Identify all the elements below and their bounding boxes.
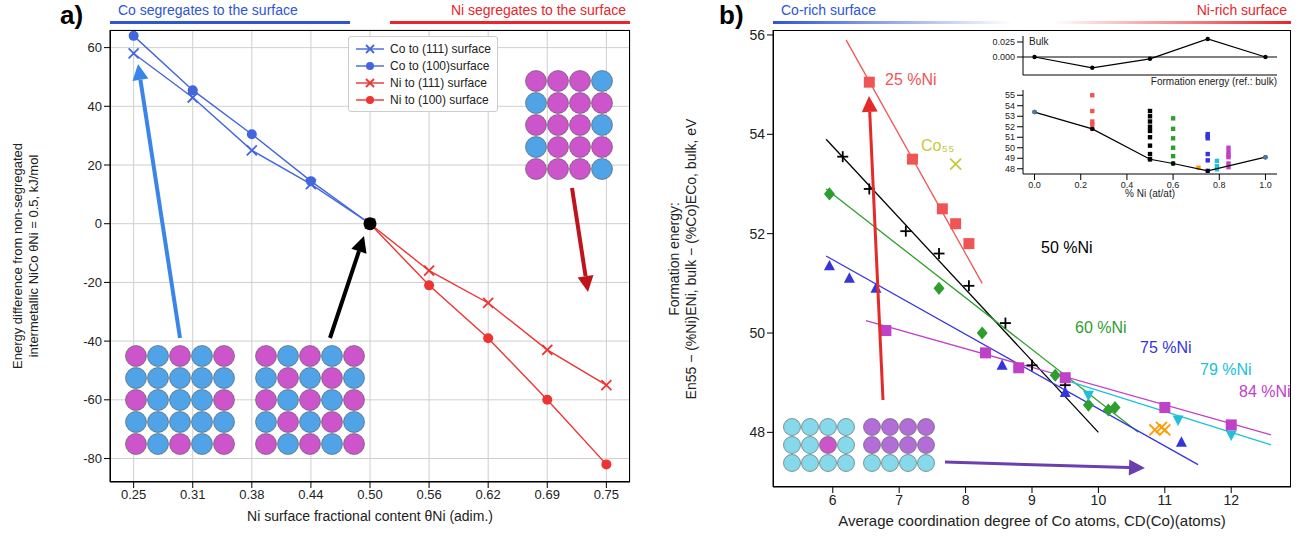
- html-text:a): a): [60, 0, 84, 30]
- svg-text:0.0: 0.0: [1028, 180, 1041, 190]
- svg-text:20: 20: [88, 158, 102, 173]
- svg-text:0.44: 0.44: [298, 487, 323, 502]
- svg-text:-40: -40: [83, 334, 102, 349]
- html-text:Ni segregates to the surface: Ni segregates to the surface: [450, 2, 626, 18]
- html-text:En55 − (%Ni)ENi, bulk − (%Co)E: En55 − (%Ni)ENi, bulk − (%Co)ECo, bulk, …: [683, 118, 699, 399]
- svg-text:-20: -20: [83, 275, 102, 290]
- svg-text:0.025: 0.025: [992, 37, 1015, 47]
- svg-text:56: 56: [749, 27, 765, 43]
- svg-text:0.000: 0.000: [992, 52, 1015, 62]
- html-text:Bulk: Bulk: [1029, 36, 1049, 47]
- svg-text:7: 7: [895, 492, 903, 508]
- html-text:Ni-rich surface: Ni-rich surface: [1196, 2, 1287, 18]
- svg-text:60: 60: [88, 40, 102, 55]
- html-text:Co to (100)surface: Co to (100)surface: [390, 58, 490, 73]
- svg-text:48: 48: [1005, 164, 1015, 174]
- svg-text:50: 50: [1005, 143, 1015, 153]
- svg-text:0.4: 0.4: [1120, 180, 1134, 191]
- html-text:Ni to (111) surface: Ni to (111) surface: [390, 75, 487, 90]
- svg-text:54: 54: [1005, 101, 1015, 111]
- svg-text:49: 49: [1005, 153, 1015, 163]
- svg-text:0.8: 0.8: [1213, 180, 1226, 190]
- html-text:intermetallic NiCo θNi = 0.5,: intermetallic NiCo θNi = 0.5, kJ/mol: [26, 154, 41, 358]
- html-text:79 %Ni: 79 %Ni: [1200, 361, 1252, 378]
- html-text:60 %Ni: 60 %Ni: [1075, 319, 1127, 336]
- html-text:Formation energy (ref.: bulk): Formation energy (ref.: bulk): [1150, 76, 1277, 87]
- svg-text:9: 9: [1028, 492, 1036, 508]
- html-text:b): b): [719, 0, 744, 30]
- html-text:% Ni (at/at): % Ni (at/at): [1125, 188, 1175, 199]
- svg-text:0.2: 0.2: [1074, 180, 1087, 190]
- svg-text:1.0: 1.0: [1259, 180, 1272, 190]
- svg-text:-60: -60: [83, 392, 102, 407]
- html-text:Average coordination degree of: Average coordination degree of Co atoms,…: [838, 512, 1226, 529]
- svg-text:0.31: 0.31: [180, 487, 205, 502]
- svg-text:53: 53: [1005, 111, 1015, 121]
- html-text:Co₅₅: Co₅₅: [921, 137, 955, 154]
- html-text:84 %Ni: 84 %Ni: [1239, 383, 1291, 400]
- svg-text:0.50: 0.50: [357, 487, 382, 502]
- svg-text:6: 6: [829, 492, 837, 508]
- html-text:Co-rich surface: Co-rich surface: [781, 2, 876, 18]
- svg-text:0.56: 0.56: [416, 487, 441, 502]
- html-text:Co segregates to the surface: Co segregates to the surface: [118, 2, 298, 18]
- svg-text:55: 55: [1005, 90, 1015, 100]
- html-text:75 %Ni: 75 %Ni: [1140, 339, 1192, 356]
- svg-text:51: 51: [1005, 132, 1015, 142]
- html-text:Ni surface fractional content: Ni surface fractional content θNi (adim.…: [247, 508, 493, 524]
- svg-text:0.38: 0.38: [239, 487, 264, 502]
- svg-text:0.62: 0.62: [476, 487, 501, 502]
- html-text:Co to (111) surface: Co to (111) surface: [390, 41, 491, 56]
- svg-text:-80: -80: [83, 451, 102, 466]
- svg-text:10: 10: [1091, 492, 1107, 508]
- svg-text:0: 0: [95, 216, 102, 231]
- svg-text:0.75: 0.75: [594, 487, 619, 502]
- svg-text:54: 54: [749, 126, 765, 142]
- svg-text:52: 52: [1005, 122, 1015, 132]
- html-text:Formation energy:: Formation energy:: [666, 201, 682, 316]
- svg-text:0.69: 0.69: [535, 487, 560, 502]
- svg-text:0.6: 0.6: [1166, 180, 1180, 191]
- svg-text:50: 50: [749, 325, 765, 341]
- svg-text:0.25: 0.25: [121, 487, 146, 502]
- svg-text:40: 40: [88, 99, 102, 114]
- html-text:50 %Ni: 50 %Ni: [1041, 239, 1093, 256]
- svg-text:8: 8: [962, 492, 970, 508]
- svg-text:12: 12: [1223, 492, 1239, 508]
- svg-text:11: 11: [1158, 492, 1173, 508]
- html-text:25 %Ni: 25 %Ni: [885, 71, 937, 88]
- html-text:Energy difference from non-seg: Energy difference from non-segregated: [10, 143, 25, 369]
- html-text:Ni to (100) surface: Ni to (100) surface: [390, 92, 489, 107]
- svg-text:52: 52: [749, 226, 765, 242]
- svg-text:48: 48: [749, 424, 765, 440]
